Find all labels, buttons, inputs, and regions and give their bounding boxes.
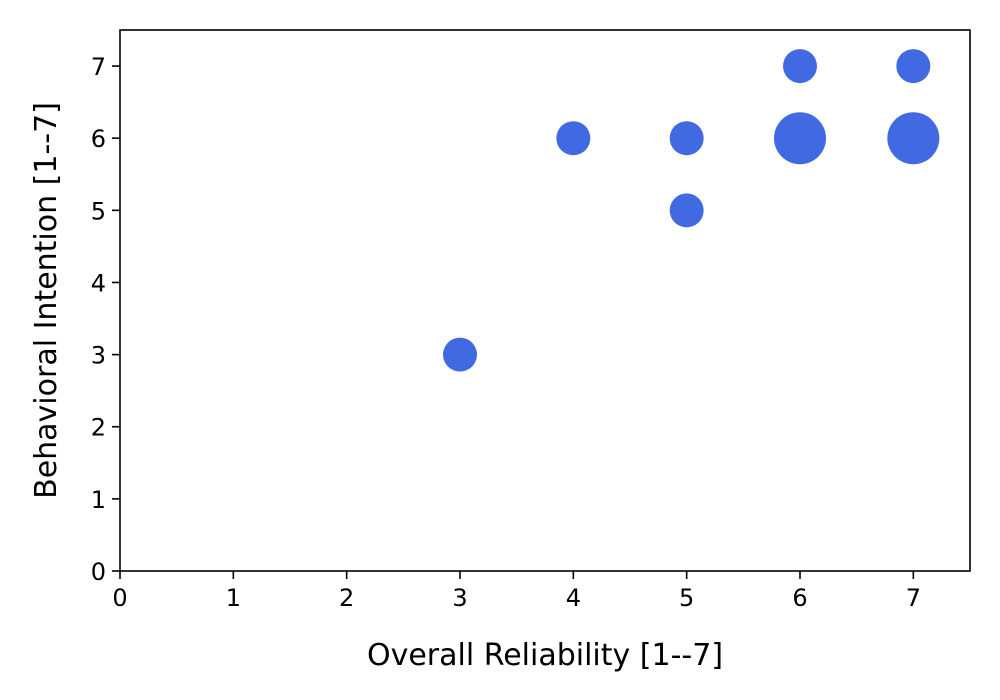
y-tick-label: 0: [91, 558, 106, 586]
x-axis-title: Overall Reliability [1--7]: [367, 638, 723, 673]
x-tick-label: 2: [339, 584, 354, 612]
y-tick-label: 2: [91, 414, 106, 442]
scatter-point: [669, 193, 704, 228]
scatter-point: [443, 337, 477, 372]
y-axis-title: Behavioral Intention [1--7]: [29, 102, 64, 499]
y-axis: 0 1 2 3 4 5 6 7: [91, 53, 120, 586]
x-tick-label: 1: [226, 584, 241, 612]
y-tick-label: 1: [91, 486, 106, 514]
scatter-point: [774, 112, 826, 165]
scatter-point: [887, 112, 940, 165]
points-layer: [443, 49, 940, 372]
y-tick-label: 4: [91, 269, 106, 297]
scatter-point: [669, 121, 704, 156]
scatter-point: [896, 49, 931, 84]
y-tick-label: 3: [91, 342, 106, 370]
x-axis: 0 1 2 3 4 5 6 7: [112, 571, 921, 612]
plot-frame: [119, 29, 971, 572]
y-tick-label: 6: [91, 125, 106, 153]
scatter-point: [783, 49, 817, 84]
y-tick-label: 5: [91, 197, 106, 225]
x-tick-label: 0: [112, 584, 127, 612]
x-tick-label: 7: [906, 584, 921, 612]
scatter-point: [556, 121, 591, 156]
x-tick-label: 3: [452, 584, 467, 612]
y-tick-label: 7: [91, 53, 106, 81]
x-tick-label: 5: [679, 584, 694, 612]
x-tick-label: 4: [566, 584, 581, 612]
x-tick-label: 6: [792, 584, 807, 612]
